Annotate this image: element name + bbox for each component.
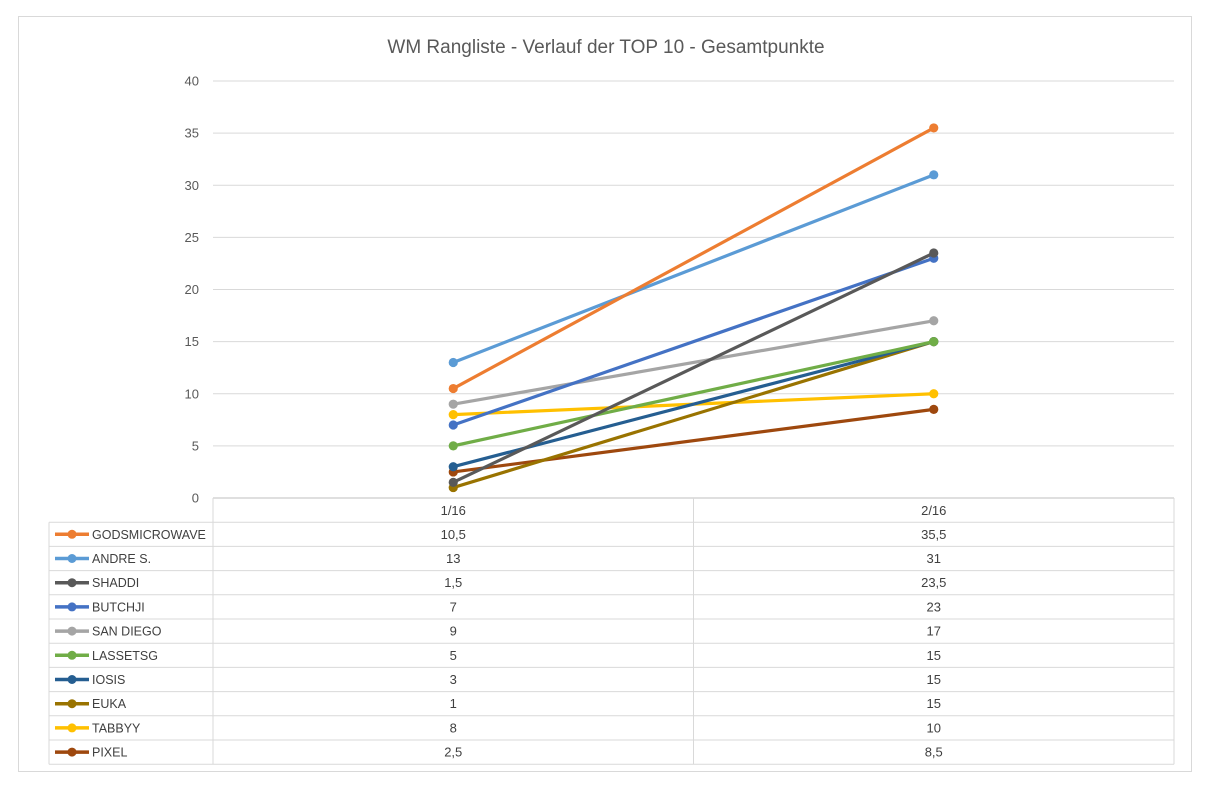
table-cell-value: 15 <box>927 648 941 663</box>
table-cell-value: 8,5 <box>925 745 943 760</box>
table-cell-value: 1,5 <box>444 575 462 590</box>
series-line <box>451 340 936 490</box>
legend-key-marker <box>67 554 77 563</box>
table-cell-value: 10 <box>927 720 941 735</box>
series-line <box>451 319 936 406</box>
data-point <box>929 404 939 414</box>
data-point <box>448 399 458 409</box>
chart-svg: WM Rangliste - Verlauf der TOP 10 - Gesa… <box>48 37 1175 765</box>
table-cell-value: 23,5 <box>921 575 946 590</box>
legend-entry: IOSIS <box>92 673 125 687</box>
legend-entry: SHADDI <box>92 576 139 590</box>
y-tick-label: 25 <box>185 230 199 245</box>
series-line <box>451 173 936 365</box>
table-cell-value: 23 <box>927 599 941 614</box>
data-point <box>929 337 939 347</box>
data-point <box>929 170 939 180</box>
legend-key-marker <box>67 699 77 709</box>
series-line <box>451 126 936 391</box>
legend-key-marker <box>67 529 77 539</box>
legend-entry: GODSMICROWAVE <box>92 528 206 542</box>
legend-entry: EUKA <box>92 697 127 711</box>
y-tick-label: 30 <box>185 178 199 193</box>
x-category-label: 2/16 <box>921 503 946 518</box>
series-lines <box>448 123 939 493</box>
table-cell-value: 5 <box>450 648 457 663</box>
series-lassetsg <box>448 337 939 451</box>
data-point <box>929 389 939 399</box>
y-tick-label: 20 <box>185 282 199 297</box>
gridlines <box>213 80 1174 447</box>
table-cell-value: 8 <box>450 720 457 735</box>
series-shaddi <box>448 248 939 487</box>
table-cell-value: 17 <box>927 624 941 639</box>
data-point <box>929 248 939 258</box>
series-line <box>451 407 936 474</box>
data-point <box>448 383 458 394</box>
series-andre-s <box>448 170 939 368</box>
legend-key-marker <box>67 747 77 757</box>
y-tick-label: 40 <box>185 74 199 89</box>
y-tick-label: 0 <box>192 491 199 506</box>
chart-frame: WM Rangliste - Verlauf der TOP 10 - Gesa… <box>18 16 1192 772</box>
chart-title: WM Rangliste - Verlauf der TOP 10 - Gesa… <box>387 37 824 58</box>
legend-key-marker <box>67 675 77 684</box>
table-cell-value: 1 <box>450 696 457 711</box>
table-cell-value: 35,5 <box>921 527 946 542</box>
series-line <box>451 251 936 484</box>
legend-entry: BUTCHJI <box>92 600 145 614</box>
table-cell-value: 15 <box>927 672 941 687</box>
table-cell-value: 13 <box>446 551 460 566</box>
data-point <box>448 477 458 487</box>
table-cell-value: 10,5 <box>441 527 466 542</box>
legend-key-marker <box>67 626 77 636</box>
legend-entry: ANDRE S. <box>92 552 151 566</box>
table-cell-value: 31 <box>927 551 941 566</box>
data-point <box>448 410 458 420</box>
legend-entry: LASSETSG <box>92 649 158 663</box>
legend-key-marker <box>67 650 77 660</box>
y-tick-label: 10 <box>185 386 199 401</box>
table-cell-value: 2,5 <box>444 745 462 760</box>
y-tick-label: 35 <box>185 126 199 141</box>
legend-entry: TABBYY <box>92 721 141 735</box>
y-axis-ticks: 0 5 10 15 20 25 30 35 40 <box>185 74 199 506</box>
x-category-label: 1/16 <box>441 503 466 518</box>
series-line <box>451 340 936 448</box>
legend-entry: SAN DIEGO <box>92 625 162 639</box>
data-point <box>448 420 458 430</box>
y-tick-label: 5 <box>192 438 199 453</box>
legend-key-marker <box>67 602 77 612</box>
data-point <box>448 441 458 451</box>
y-tick-label: 15 <box>185 334 199 349</box>
data-point <box>448 462 458 472</box>
table-cell-value: 15 <box>927 696 941 711</box>
table-cell-value: 9 <box>450 624 457 639</box>
table-cell-value: 3 <box>450 672 457 687</box>
data-point <box>929 123 939 133</box>
table-cell-value: 7 <box>450 599 457 614</box>
series-pixel <box>448 404 939 477</box>
series-san-diego <box>448 316 939 409</box>
legend-key-marker <box>67 578 77 588</box>
data-point <box>929 316 939 326</box>
legend-key-marker <box>67 723 77 733</box>
data-point <box>448 357 458 368</box>
legend-entry: PIXEL <box>92 746 127 760</box>
series-line <box>451 256 936 427</box>
series-godsmicrowave <box>448 123 939 394</box>
